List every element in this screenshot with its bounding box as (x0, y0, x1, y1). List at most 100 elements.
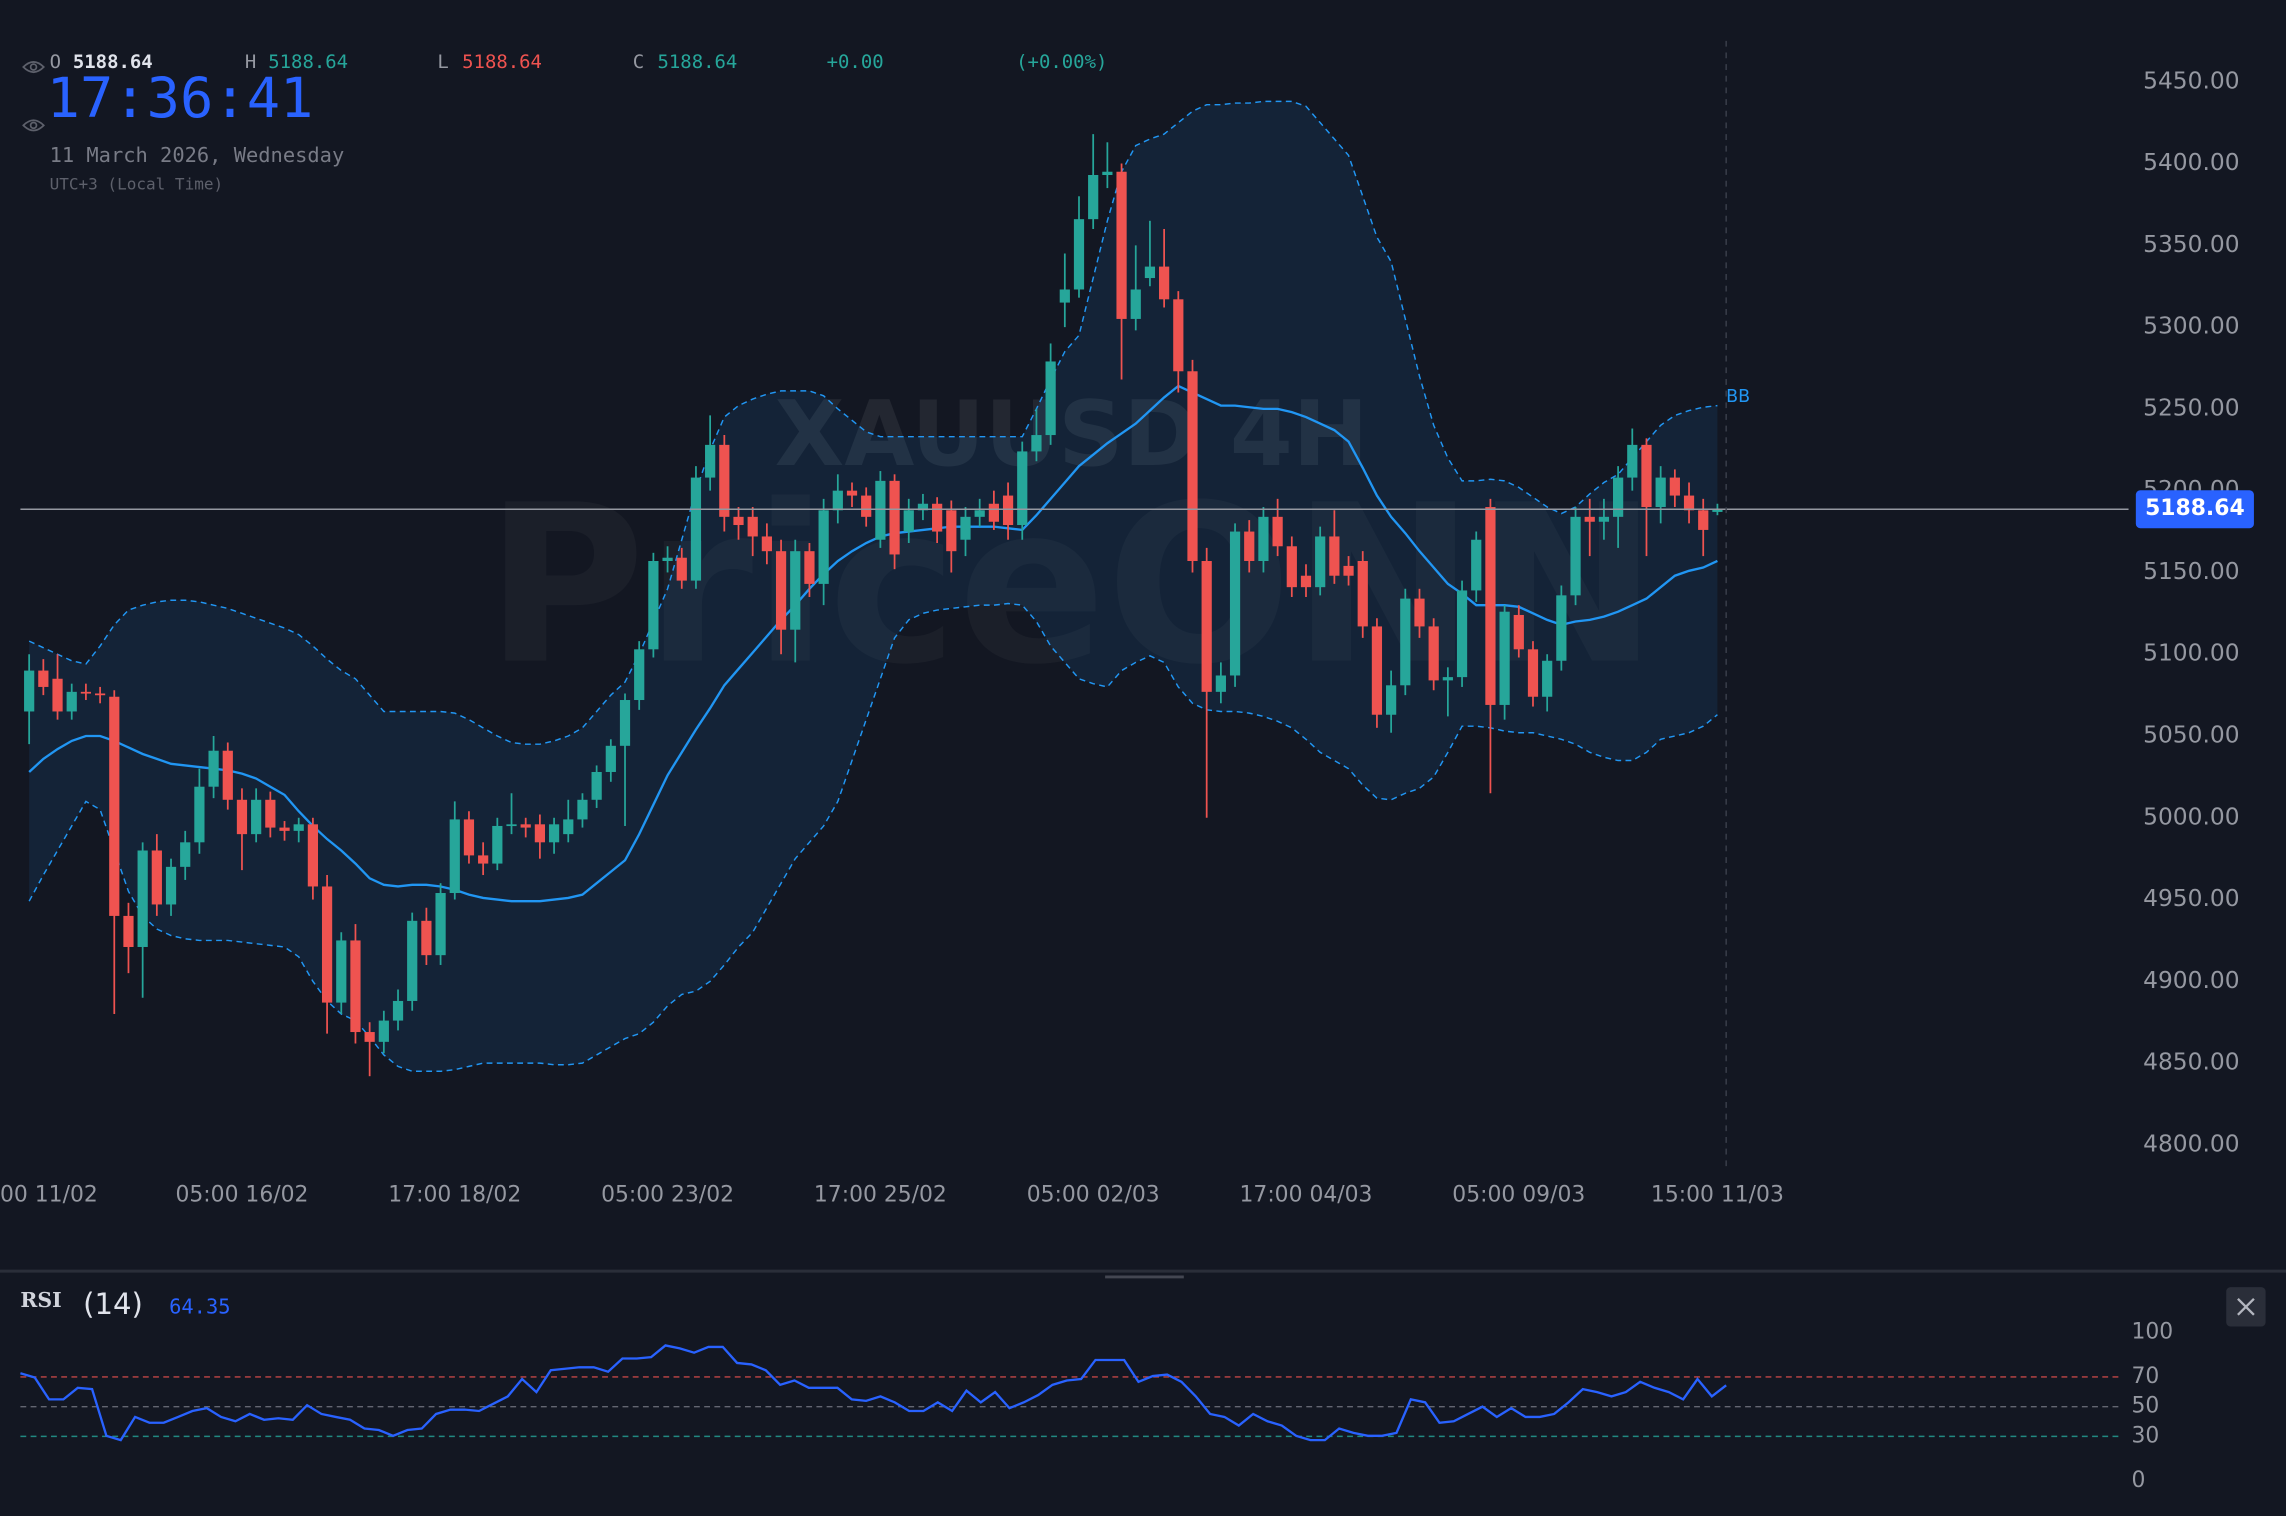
candle-body (676, 557, 687, 581)
candle-body (1073, 219, 1085, 290)
candle-body (846, 490, 858, 496)
candle-body (194, 786, 205, 843)
candle-body (1173, 299, 1184, 372)
x-tick-label: 05:00 16/02 (175, 1182, 308, 1207)
candle-body (66, 691, 77, 712)
candle-body (222, 750, 233, 800)
candle-body (180, 842, 191, 867)
candle-body (52, 678, 63, 712)
y-tick-label: 70 (2131, 1364, 2159, 1389)
candle-body (1414, 598, 1425, 627)
candle-body (208, 750, 219, 787)
x-tick-label: 00 11/02 (0, 1182, 98, 1207)
candle-body (123, 915, 134, 947)
candle-body (1159, 266, 1170, 300)
candle-body (1698, 510, 1709, 530)
candle-body (1542, 660, 1553, 697)
candle-body (733, 516, 744, 526)
candle-body (1428, 626, 1439, 681)
candle-body (151, 850, 162, 905)
candle-body (605, 745, 616, 772)
candle-body (577, 799, 588, 820)
rsi-current: 64.35 (169, 1295, 230, 1319)
candle-body (1513, 614, 1524, 650)
last-price-label: 5188.64 (2145, 496, 2245, 521)
candle-body (1315, 536, 1326, 588)
y-tick-label: 5400.00 (2143, 149, 2239, 176)
close-button[interactable] (2226, 1287, 2266, 1327)
candle-body (24, 670, 35, 712)
candle-body (364, 1032, 375, 1042)
candle-body (946, 510, 957, 552)
candle-body (1258, 516, 1269, 561)
candle-body (1456, 590, 1468, 678)
candle-body (705, 444, 716, 478)
y-tick-label: 5150.00 (2143, 558, 2239, 585)
candle-body (889, 480, 900, 555)
candle-body (1612, 477, 1624, 517)
candle-body (591, 771, 602, 800)
candle-body (1300, 575, 1312, 588)
candle-body (563, 819, 574, 835)
candle-body (293, 824, 304, 831)
y-tick-label: 50 (2131, 1394, 2159, 1419)
candle-body (1627, 444, 1638, 478)
y-tick-label: 5350.00 (2143, 231, 2239, 258)
candle-body (1244, 531, 1255, 561)
candle-body (407, 920, 418, 1001)
rsi-line (20, 1344, 1727, 1442)
candle-body (534, 824, 545, 843)
grid-layer (20, 1376, 2123, 1438)
candle-body (988, 503, 999, 522)
candle-body (917, 503, 929, 511)
candle-body (321, 886, 333, 1003)
candle-body (1641, 444, 1652, 508)
candle-body (790, 551, 801, 630)
y-tick-label: 4900.00 (2143, 967, 2239, 994)
change: +0.00 (827, 51, 884, 73)
legend-bb: BB (1726, 387, 1750, 407)
candle-body (875, 480, 886, 540)
candle-body (1130, 289, 1141, 319)
ohlc-label: C (633, 51, 644, 73)
candle-body (1116, 171, 1127, 319)
candle-body (1442, 677, 1453, 681)
candle-body (449, 819, 460, 894)
candle-body (520, 824, 531, 828)
candle-body (1017, 451, 1028, 526)
candle-body (1343, 565, 1354, 576)
candle-body (265, 799, 276, 828)
candle-body (1201, 560, 1212, 692)
candle-body (932, 503, 943, 532)
candle-body (634, 649, 645, 701)
y-tick-label: 4800.00 (2143, 1130, 2239, 1157)
candle-body (960, 516, 971, 540)
ohlc-value: 5188.64 (658, 51, 738, 73)
y-tick-label: 4950.00 (2143, 885, 2239, 912)
candle-body (719, 444, 730, 517)
x-tick-label: 15:00 11/03 (1651, 1182, 1784, 1207)
candle-body (336, 940, 347, 1003)
candle-body (1102, 171, 1113, 176)
eye-icon (22, 61, 45, 132)
plot-layer (20, 100, 2129, 1442)
candle-body (279, 827, 290, 831)
x-tick-label: 05:00 09/03 (1452, 1182, 1585, 1207)
candle-body (421, 920, 432, 956)
candle-body (775, 551, 787, 630)
y-tick-label: 5050.00 (2143, 722, 2239, 749)
x-tick-label: 17:00 04/03 (1240, 1182, 1373, 1207)
watermark-symbol: XAUUSD 4H (775, 382, 1369, 487)
candle-body (1272, 516, 1283, 547)
candle-body (648, 560, 659, 650)
timezone: UTC+3 (Local Time) (50, 175, 224, 194)
last-price-box (2135, 490, 2254, 529)
clock: 17:36:41 (47, 67, 314, 131)
candle-body (818, 510, 829, 584)
candle-body (747, 516, 758, 537)
ohlc-label: O (50, 51, 61, 73)
close-icon[interactable] (2237, 1297, 2255, 1316)
candle-body (1570, 516, 1581, 596)
candle-body (94, 693, 106, 696)
